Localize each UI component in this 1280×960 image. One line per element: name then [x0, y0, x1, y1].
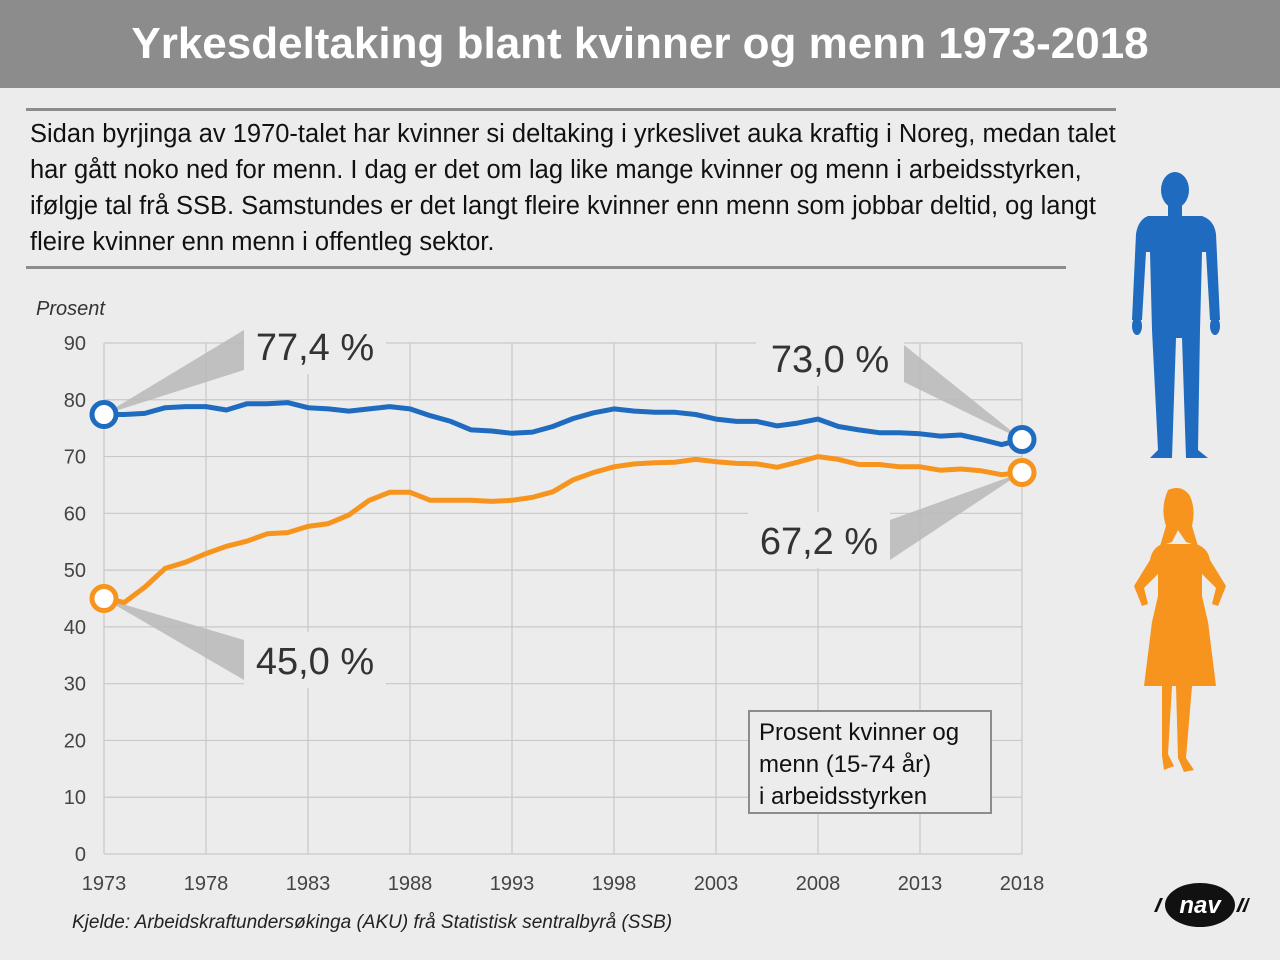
value-callouts: 77,4 % 73,0 % 45,0 % 67,2 % — [104, 318, 1022, 688]
y-tick-label: 20 — [64, 730, 86, 752]
source-note: Kjelde: Arbeidskraftundersøkinga (AKU) f… — [72, 912, 672, 934]
x-tick-label: 2018 — [1000, 873, 1045, 895]
x-tick-label: 2003 — [694, 873, 739, 895]
chart-description-line: Prosent kvinner og — [759, 717, 981, 749]
y-axis-label: Prosent — [36, 298, 106, 320]
x-tick-label: 1983 — [286, 873, 331, 895]
y-tick-label: 40 — [64, 617, 86, 639]
x-tick-label: 2013 — [898, 873, 943, 895]
callout-pointer — [104, 599, 244, 681]
y-tick-label: 10 — [64, 787, 86, 809]
endpoint-marker-women — [1010, 460, 1034, 484]
x-tick-label: 1993 — [490, 873, 535, 895]
y-tick-label: 80 — [64, 390, 86, 412]
x-tick-label: 1988 — [388, 873, 433, 895]
endpoint-marker-men — [92, 403, 116, 427]
data-label: 45,0 % — [256, 641, 374, 683]
y-tick-labels: 0 10 20 30 40 50 60 70 80 90 — [64, 333, 86, 866]
man-silhouette-icon — [1128, 170, 1224, 462]
chart-description-box: Prosent kvinner og menn (15-74 år) i arb… — [748, 710, 992, 814]
data-label: 67,2 % — [760, 521, 878, 563]
x-tick-label: 1998 — [592, 873, 637, 895]
line-chart: 0 10 20 30 40 50 60 70 80 90 1973 1978 1983 1988 1993… — [0, 0, 1280, 960]
callout-pointer — [904, 345, 1022, 440]
y-tick-label: 70 — [64, 447, 86, 469]
endpoint-marker-men — [1010, 428, 1034, 452]
endpoint-marker-women — [92, 587, 116, 611]
chart-description-line: i arbeidsstyrken — [759, 781, 981, 813]
x-tick-label: 2008 — [796, 873, 841, 895]
y-tick-label: 50 — [64, 560, 86, 582]
x-tick-label: 1973 — [82, 873, 127, 895]
nav-logo-icon: nav — [1150, 880, 1250, 930]
y-tick-label: 0 — [75, 844, 86, 866]
x-tick-label: 1978 — [184, 873, 229, 895]
woman-silhouette-icon — [1128, 486, 1232, 776]
series-line-men — [104, 403, 1022, 445]
chart-description-line: menn (15-74 år) — [759, 749, 981, 781]
y-tick-label: 30 — [64, 674, 86, 696]
callout-pointer — [890, 472, 1022, 560]
y-tick-label: 60 — [64, 503, 86, 525]
data-label: 77,4 % — [256, 327, 374, 369]
data-label: 73,0 % — [771, 339, 889, 381]
nav-logo-text: nav — [1179, 892, 1222, 919]
x-tick-labels: 1973 1978 1983 1988 1993 1998 2003 2008 2013 2018 — [82, 873, 1045, 895]
y-tick-label: 90 — [64, 333, 86, 355]
series-lines — [104, 403, 1022, 603]
